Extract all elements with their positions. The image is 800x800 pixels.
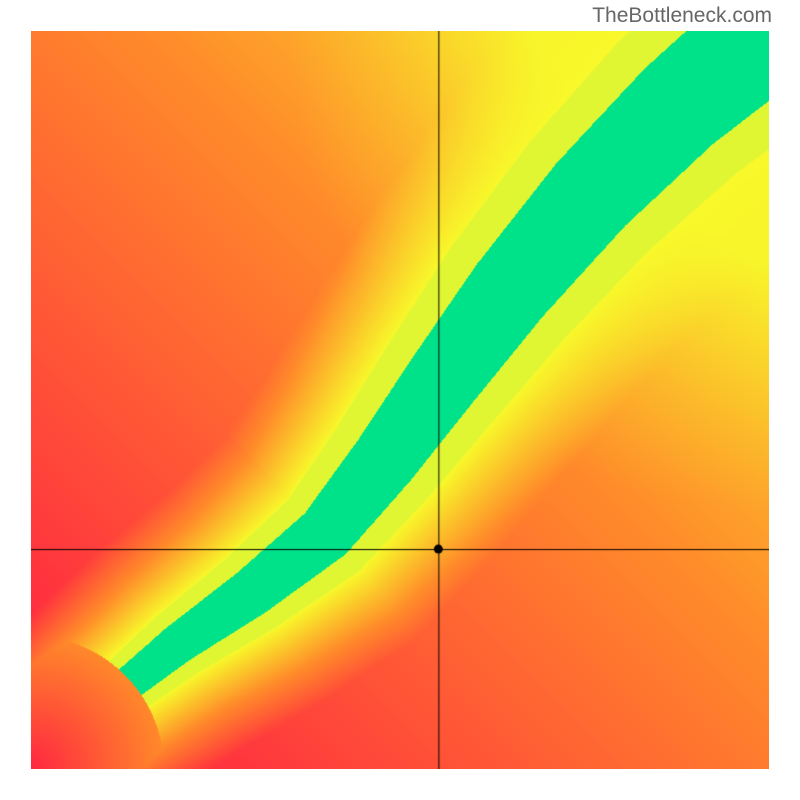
watermark-text: TheBottleneck.com [592, 4, 772, 28]
heatmap-canvas [31, 31, 769, 769]
heatmap-plot [31, 31, 769, 769]
chart-container: TheBottleneck.com [0, 0, 800, 800]
